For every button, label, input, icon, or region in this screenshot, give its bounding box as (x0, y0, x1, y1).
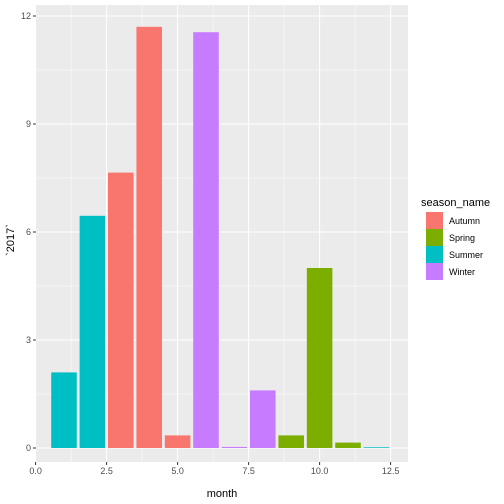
y-tick-label: 9 (26, 119, 31, 129)
x-tick-label: 0.0 (29, 466, 42, 476)
bars (51, 26, 390, 449)
bar-month-1 (51, 372, 77, 448)
legend-label-autumn: Autumn (449, 216, 480, 226)
bar-month-11 (335, 442, 361, 448)
bar-month-2 (79, 215, 106, 448)
legend-label-summer: Summer (449, 250, 483, 260)
legend-key-spring (426, 229, 443, 246)
y-tick-label: 3 (26, 335, 31, 345)
y-axis-title: `2017` (5, 224, 17, 256)
y-tick-label: 6 (26, 227, 31, 237)
bar-month-6 (193, 32, 219, 448)
x-tick-label: 2.5 (100, 466, 113, 476)
legend-title: season_name (421, 197, 490, 209)
x-axis-title: month (207, 488, 238, 500)
y-tick-label: 0 (26, 443, 31, 453)
bar-month-4 (136, 26, 162, 449)
bar-month-8 (250, 390, 276, 448)
legend-key-winter (426, 263, 443, 280)
x-tick-label: 7.5 (242, 466, 255, 476)
legend-label-spring: Spring (449, 233, 475, 243)
y-tick-label: 12 (21, 11, 31, 21)
x-tick-label: 10.0 (311, 466, 329, 476)
x-tick-label: 5.0 (171, 466, 184, 476)
bar-month-7 (221, 446, 248, 448)
legend-key-summer (426, 246, 443, 263)
legend-label-winter: Winter (449, 267, 475, 277)
x-tick-label: 12.5 (382, 466, 400, 476)
bar-month-10 (306, 268, 333, 448)
legend: season_name Autumn Spring Summer Winter (421, 197, 490, 280)
bar-month-12 (363, 447, 390, 448)
axes: 0.0 2.5 5.0 7.5 10.0 12.5 0 3 6 9 12 (21, 11, 399, 476)
legend-key-autumn (426, 212, 443, 229)
bar-month-5 (164, 435, 191, 448)
bar-month-3 (108, 172, 134, 448)
bar-month-9 (278, 435, 304, 448)
